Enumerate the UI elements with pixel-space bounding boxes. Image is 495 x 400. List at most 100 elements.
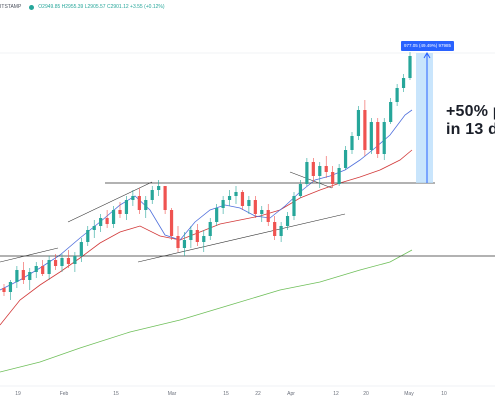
candle: [247, 196, 251, 214]
candle: [266, 204, 270, 226]
x-tick-label: Apr: [287, 391, 295, 397]
candle-body: [28, 272, 32, 280]
candle-body: [99, 218, 103, 226]
symbol-label: ITSTAMP: [0, 4, 22, 10]
candle-body: [356, 110, 361, 136]
candle: [298, 180, 303, 198]
candle: [305, 158, 309, 186]
candle-body: [208, 222, 212, 236]
x-tick-label: 19: [15, 391, 21, 397]
candle: [337, 164, 341, 186]
x-tick-label: 10: [441, 391, 447, 397]
trendline-upper-left: [67, 181, 153, 223]
candle-body: [60, 258, 64, 266]
candle: [324, 156, 328, 178]
candle-body: [189, 230, 193, 240]
market-status-icon: [29, 4, 35, 10]
candle: [279, 222, 283, 242]
candle: [105, 210, 109, 228]
candle-body: [337, 168, 341, 184]
candle: [169, 208, 174, 240]
x-tick-label: Mar: [168, 391, 177, 397]
candle-body: [169, 210, 174, 236]
candle-body: [118, 210, 122, 214]
candle-body: [2, 288, 6, 292]
candle-body: [395, 88, 399, 102]
candle: [2, 284, 6, 296]
candle-body: [227, 196, 232, 200]
candle-body: [305, 162, 309, 184]
candle-body: [8, 282, 13, 292]
trendline-lower-left: [0, 247, 59, 263]
candle-body: [324, 166, 328, 172]
candle-body: [240, 192, 245, 206]
candle-body: [311, 162, 315, 176]
candle-body: [215, 208, 219, 222]
candle: [260, 206, 264, 222]
candle-body: [79, 242, 83, 256]
candle-body: [124, 200, 129, 214]
candle-body: [260, 210, 264, 214]
candle-body: [66, 258, 71, 264]
candle: [292, 192, 296, 220]
candle: [408, 52, 412, 80]
candle: [60, 254, 64, 272]
candle: [202, 230, 206, 252]
candle: [41, 260, 45, 276]
candle-body: [292, 196, 296, 216]
candle-body: [285, 216, 290, 226]
candle-body: [21, 270, 25, 280]
candle-body: [382, 122, 386, 154]
candle-body: [363, 110, 367, 150]
candle: [395, 84, 399, 106]
candle: [182, 232, 187, 256]
candle-body: [105, 218, 109, 224]
candle: [28, 268, 32, 290]
annotation-line-2: in 13 d: [446, 121, 495, 138]
candle: [118, 202, 122, 218]
x-tick-label: Feb: [60, 391, 69, 397]
candle-body: [350, 136, 354, 150]
x-tick-label: May: [404, 391, 414, 397]
candle: [66, 250, 71, 268]
candle: [53, 254, 58, 270]
candle-body: [176, 236, 180, 248]
candle-body: [318, 166, 322, 176]
x-tick-label: 15: [223, 391, 229, 397]
candle-body: [221, 200, 225, 208]
chart-legend-header: ITSTAMP O2949.85 H2955.39 L2905.57 C2901…: [0, 0, 165, 14]
candle-body: [47, 260, 51, 274]
candle: [92, 220, 96, 238]
candle: [363, 100, 367, 156]
candle: [157, 180, 161, 196]
candle: [234, 186, 238, 204]
candle-body: [150, 190, 154, 200]
x-tick-label: 20: [363, 391, 369, 397]
candle-body: [376, 122, 380, 154]
candle: [73, 252, 77, 272]
candle: [343, 146, 348, 170]
candle: [208, 218, 212, 240]
candle-body: [34, 266, 38, 272]
candle: [285, 212, 290, 230]
candle-body: [92, 226, 96, 230]
candle: [47, 256, 51, 280]
candle: [195, 224, 199, 246]
candle: [331, 166, 335, 188]
candle-body: [266, 210, 270, 222]
trendline-ascending: [137, 213, 346, 263]
candle-body: [137, 196, 141, 210]
candle-body: [369, 122, 373, 150]
candle-body: [343, 150, 348, 168]
measure-arrowhead: [423, 52, 431, 59]
candle-body: [144, 200, 148, 210]
candle-body: [273, 222, 277, 236]
candle-body: [408, 56, 412, 78]
candle-body: [111, 210, 116, 224]
measure-range-box: [416, 53, 433, 183]
candle-body: [86, 230, 90, 242]
candle: [176, 226, 180, 252]
candle: [356, 106, 361, 140]
